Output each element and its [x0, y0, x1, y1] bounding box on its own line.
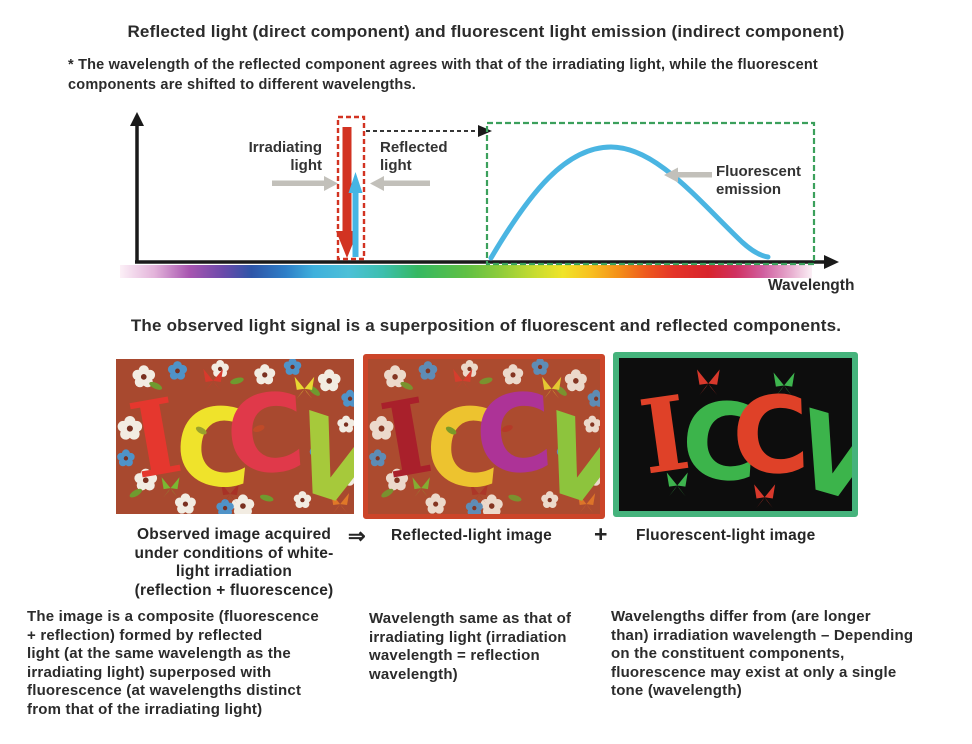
reflected-light-arrow	[348, 172, 363, 257]
y-axis-arrowhead	[130, 112, 144, 126]
panel-observed-image: I C C V	[116, 359, 354, 514]
callout-arrow-reflected	[370, 176, 430, 191]
x-axis-arrowhead	[824, 255, 839, 269]
leaf-cutout	[445, 426, 457, 435]
y-axis	[130, 112, 144, 263]
panel-letter: C	[222, 370, 309, 500]
panel-letter: C	[420, 381, 509, 513]
caption-reflected: Reflected-light image	[391, 527, 552, 544]
wavelength-spectrum-bar	[120, 265, 812, 278]
description-fluorescent: Wavelengths differ from (are longer than…	[611, 608, 914, 700]
subtitle: The observed light signal is a superposi…	[130, 316, 842, 335]
panel-fluorescent-image: I C C V	[613, 352, 858, 517]
caption-observed: Observed image acquired under conditions…	[134, 526, 334, 599]
panel-letter: C	[677, 377, 762, 506]
fluorescent-emission-label: Fluorescent emission	[716, 163, 802, 198]
reflected-light-label: Reflected light	[380, 139, 448, 174]
panel-letter: C	[471, 370, 556, 500]
leaf-cutout	[195, 426, 207, 435]
description-reflected: Wavelength same as that of irradiating l…	[369, 610, 572, 683]
caption-fluorescent: Fluorescent-light image	[636, 527, 816, 544]
x-axis	[135, 255, 839, 269]
callout-arrow-fluorescent	[664, 167, 712, 183]
panel-reflected-image: I C C V	[363, 354, 605, 519]
dark-background	[619, 358, 852, 511]
plus-operator: +	[594, 521, 608, 547]
panel-letter: C	[730, 373, 811, 499]
tint-overlay	[368, 359, 600, 514]
irradiating-light-arrow	[336, 127, 358, 258]
panel-letter: C	[169, 382, 260, 514]
footnote: * The wavelength of the reflected compon…	[68, 57, 818, 93]
wavelength-axis-label: Wavelength	[768, 277, 855, 294]
callout-arrow-irradiating	[272, 176, 338, 191]
shift-connector-arrow	[366, 125, 492, 137]
description-observed: The image is a composite (fluorescence +…	[27, 608, 319, 718]
implies-operator: ⇒	[348, 525, 366, 548]
leaf-cutout	[501, 425, 513, 433]
reflected-wavelength-box	[336, 115, 366, 261]
page-title: Reflected light (direct component) and f…	[127, 22, 845, 41]
leaf-cutout	[253, 425, 265, 433]
irradiating-light-label: Irradiating light	[248, 139, 322, 174]
